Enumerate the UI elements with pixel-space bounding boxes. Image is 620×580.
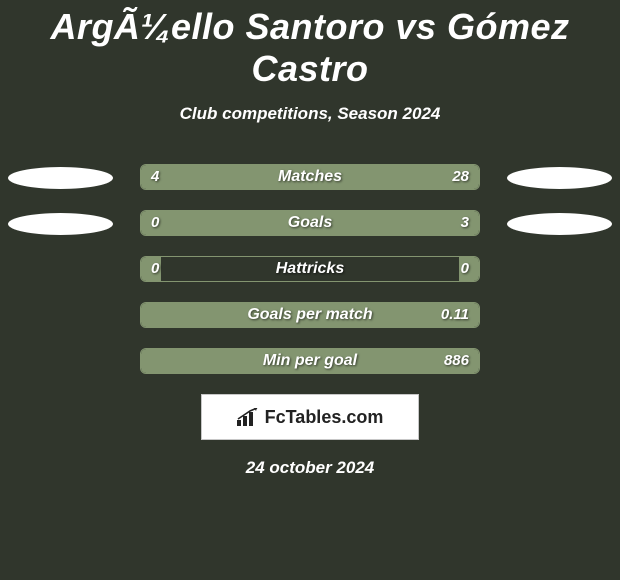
stat-label: Min per goal: [141, 349, 479, 373]
stat-row: Goals per match 0.11: [0, 302, 620, 328]
stat-bar: 0 Hattricks 0: [140, 256, 480, 282]
stat-label: Hattricks: [141, 257, 479, 281]
stat-value-right: 3: [461, 211, 469, 235]
player-right-marker: [507, 213, 612, 235]
page-subtitle: Club competitions, Season 2024: [0, 104, 620, 124]
player-right-marker: [507, 167, 612, 189]
update-date: 24 october 2024: [0, 458, 620, 478]
fctables-logo-text: FcTables.com: [265, 407, 384, 428]
stat-row: 0 Goals 3: [0, 210, 620, 236]
stat-value-right: 0: [461, 257, 469, 281]
stat-bar: 0 Goals 3: [140, 210, 480, 236]
stat-bar: Goals per match 0.11: [140, 302, 480, 328]
stat-label: Matches: [141, 165, 479, 189]
stat-bar: 4 Matches 28: [140, 164, 480, 190]
stat-value-right: 28: [452, 165, 469, 189]
stat-row: 4 Matches 28: [0, 164, 620, 190]
stat-value-right: 886: [444, 349, 469, 373]
stat-label: Goals: [141, 211, 479, 235]
stat-bar: Min per goal 886: [140, 348, 480, 374]
stat-value-right: 0.11: [441, 303, 469, 327]
fctables-logo[interactable]: FcTables.com: [201, 394, 419, 440]
stat-row: Min per goal 886: [0, 348, 620, 374]
stats-container: 4 Matches 28 0 Goals 3 0 Hattricks 0: [0, 164, 620, 374]
player-left-marker: [8, 167, 113, 189]
stat-row: 0 Hattricks 0: [0, 256, 620, 282]
page-title: ArgÃ¼ello Santoro vs Gómez Castro: [0, 6, 620, 90]
stat-label: Goals per match: [141, 303, 479, 327]
player-left-marker: [8, 213, 113, 235]
bar-chart-icon: [237, 408, 259, 426]
